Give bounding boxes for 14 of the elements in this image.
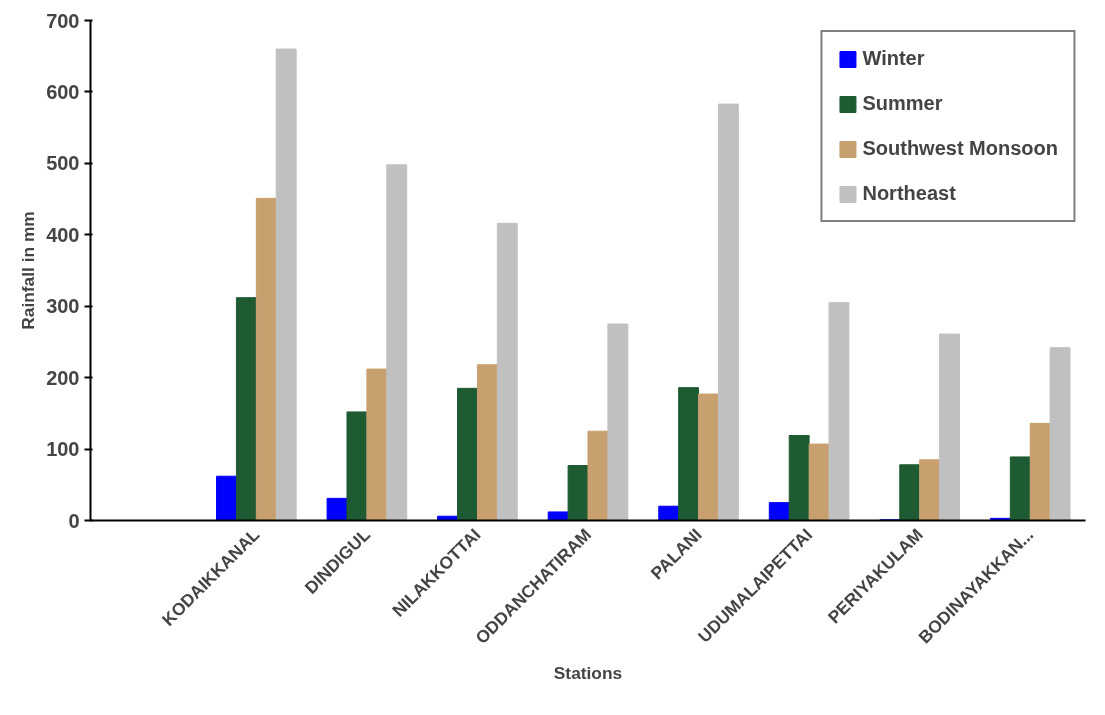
y-tick-label: 0 (68, 509, 80, 532)
x-axis-title: Stations (553, 662, 623, 683)
y-tick-label: 300 (46, 295, 80, 318)
y-tick-label: 200 (46, 366, 80, 389)
y-tick-label: 700 (46, 9, 80, 32)
legend-label: Southwest Monsoon (862, 137, 1058, 160)
y-tick-label: 600 (46, 80, 80, 103)
y-tick-label: 400 (46, 223, 80, 246)
legend-label: Summer (862, 92, 943, 115)
legend-label: Winter (862, 47, 925, 70)
y-tick-label: 500 (46, 152, 80, 175)
legend-label: Northeast (862, 182, 956, 205)
y-tick-label: 100 (46, 438, 80, 461)
y-axis-title: Rainfall in mm (18, 211, 39, 330)
